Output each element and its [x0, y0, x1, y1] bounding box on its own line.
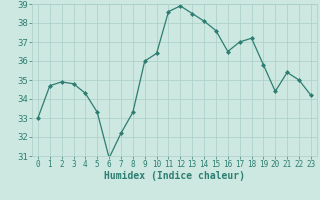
X-axis label: Humidex (Indice chaleur): Humidex (Indice chaleur) [104, 171, 245, 181]
